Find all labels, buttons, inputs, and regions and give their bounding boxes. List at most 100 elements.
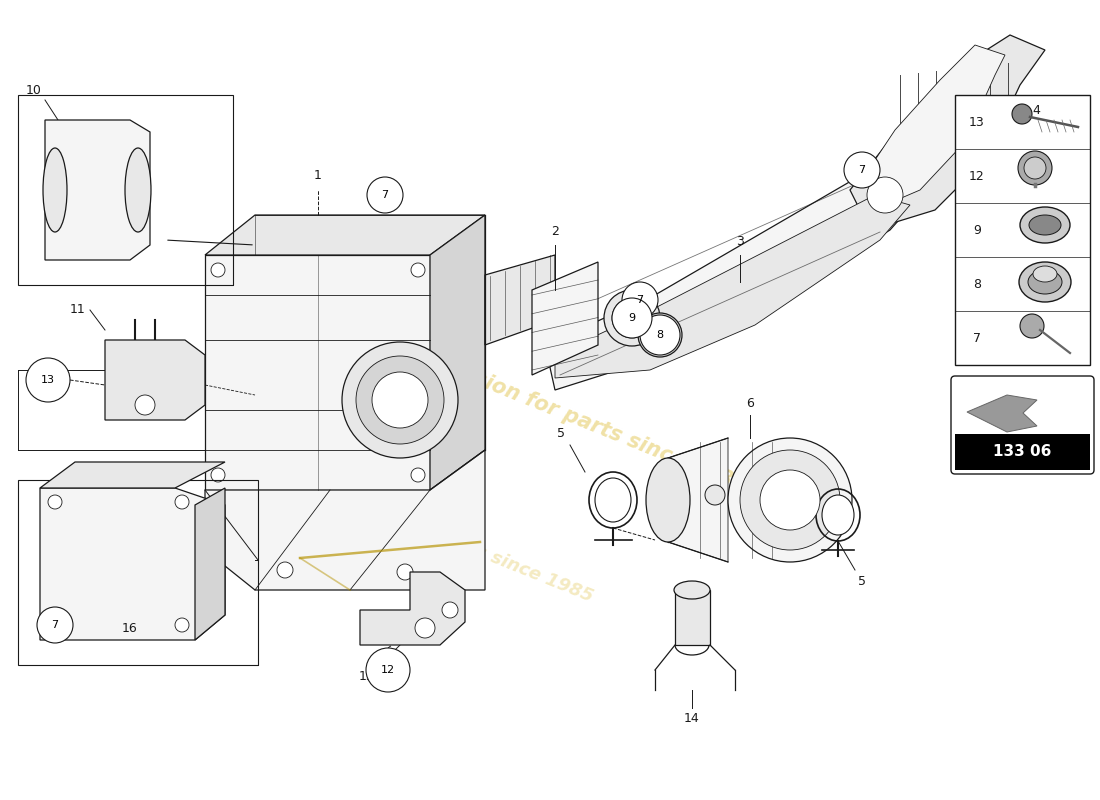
Ellipse shape	[1020, 207, 1070, 243]
Text: 16: 16	[122, 622, 138, 634]
Ellipse shape	[1024, 157, 1046, 179]
Ellipse shape	[604, 290, 660, 346]
Ellipse shape	[415, 618, 434, 638]
Polygon shape	[40, 462, 225, 488]
Ellipse shape	[612, 298, 652, 338]
Text: 133 06: 133 06	[993, 445, 1052, 459]
Ellipse shape	[1028, 270, 1062, 294]
Bar	[955, 95, 1090, 365]
Circle shape	[367, 177, 403, 213]
Ellipse shape	[674, 581, 710, 599]
Ellipse shape	[356, 356, 444, 444]
Ellipse shape	[342, 342, 458, 458]
Text: 8: 8	[974, 278, 981, 290]
Text: 7: 7	[52, 620, 58, 630]
Polygon shape	[40, 488, 225, 640]
Ellipse shape	[211, 263, 226, 277]
Ellipse shape	[1028, 215, 1062, 235]
Polygon shape	[430, 215, 485, 490]
Ellipse shape	[822, 495, 854, 535]
Circle shape	[621, 282, 658, 318]
Ellipse shape	[646, 458, 690, 542]
Ellipse shape	[705, 485, 725, 505]
Polygon shape	[850, 35, 1045, 230]
Ellipse shape	[1019, 262, 1071, 302]
Ellipse shape	[43, 148, 67, 232]
Polygon shape	[544, 170, 930, 390]
Polygon shape	[675, 590, 710, 645]
Ellipse shape	[595, 478, 631, 522]
Circle shape	[26, 358, 70, 402]
Circle shape	[844, 152, 880, 188]
Text: 14: 14	[684, 712, 700, 725]
Ellipse shape	[175, 495, 189, 509]
Polygon shape	[865, 45, 1005, 205]
Text: 4: 4	[1032, 103, 1040, 117]
Ellipse shape	[125, 148, 151, 232]
Ellipse shape	[411, 468, 425, 482]
Ellipse shape	[175, 618, 189, 632]
Polygon shape	[205, 215, 485, 255]
Text: 7: 7	[382, 190, 388, 200]
Ellipse shape	[638, 313, 682, 357]
Text: 13: 13	[969, 115, 984, 129]
Text: 13: 13	[41, 375, 55, 385]
Ellipse shape	[1033, 266, 1057, 282]
Text: 7: 7	[858, 165, 866, 175]
Text: 5: 5	[557, 427, 565, 440]
Ellipse shape	[397, 564, 412, 580]
Ellipse shape	[1020, 314, 1044, 338]
Ellipse shape	[48, 618, 62, 632]
Ellipse shape	[372, 372, 428, 428]
Text: 8: 8	[657, 330, 663, 340]
Text: 12: 12	[969, 170, 984, 182]
Text: a passion for parts since 1985: a passion for parts since 1985	[305, 474, 595, 606]
Circle shape	[612, 298, 652, 338]
Ellipse shape	[1018, 151, 1052, 185]
Text: 7: 7	[637, 295, 644, 305]
Text: 11: 11	[70, 303, 86, 317]
Polygon shape	[205, 450, 485, 590]
Text: 9: 9	[628, 313, 636, 323]
Ellipse shape	[442, 602, 458, 618]
Text: a passion for parts since 1985: a passion for parts since 1985	[411, 344, 748, 496]
Bar	[18, 480, 258, 665]
Text: 2: 2	[551, 225, 559, 238]
Polygon shape	[532, 262, 598, 375]
Text: 15: 15	[359, 670, 375, 683]
Text: 10: 10	[26, 84, 42, 97]
Text: 1: 1	[315, 169, 322, 182]
Text: 12: 12	[381, 665, 395, 675]
Ellipse shape	[48, 495, 62, 509]
Ellipse shape	[740, 450, 840, 550]
Text: 9: 9	[974, 223, 981, 237]
Ellipse shape	[646, 321, 674, 349]
Polygon shape	[45, 120, 150, 260]
Polygon shape	[967, 395, 1037, 432]
Polygon shape	[205, 255, 430, 490]
Bar	[955, 434, 1090, 470]
Bar	[18, 95, 233, 285]
Circle shape	[366, 648, 410, 692]
Text: 3: 3	[736, 235, 744, 248]
Text: 6: 6	[746, 397, 754, 410]
Text: 5: 5	[858, 575, 866, 588]
Ellipse shape	[135, 395, 155, 415]
Ellipse shape	[760, 470, 820, 530]
Polygon shape	[556, 195, 910, 378]
Ellipse shape	[728, 438, 852, 562]
Ellipse shape	[277, 562, 293, 578]
Polygon shape	[195, 488, 226, 640]
Ellipse shape	[867, 177, 903, 213]
Ellipse shape	[211, 468, 226, 482]
Polygon shape	[360, 572, 465, 645]
Ellipse shape	[1012, 104, 1032, 124]
Text: 7: 7	[974, 331, 981, 345]
Polygon shape	[668, 438, 728, 562]
Circle shape	[37, 607, 73, 643]
Ellipse shape	[411, 263, 425, 277]
Circle shape	[640, 315, 680, 355]
Polygon shape	[485, 255, 556, 345]
Polygon shape	[104, 340, 205, 420]
FancyBboxPatch shape	[952, 376, 1094, 474]
